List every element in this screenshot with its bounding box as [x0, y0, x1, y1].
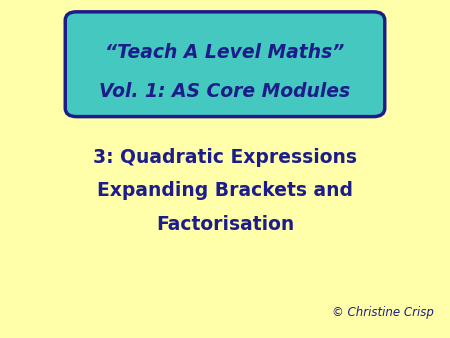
Text: Vol. 1: AS Core Modules: Vol. 1: AS Core Modules [99, 82, 351, 101]
Text: Expanding Brackets and: Expanding Brackets and [97, 182, 353, 200]
Text: © Christine Crisp: © Christine Crisp [332, 306, 433, 319]
Text: 3: Quadratic Expressions: 3: Quadratic Expressions [93, 148, 357, 167]
Text: “Teach A Level Maths”: “Teach A Level Maths” [105, 43, 345, 62]
Text: Factorisation: Factorisation [156, 215, 294, 234]
FancyBboxPatch shape [65, 12, 385, 117]
